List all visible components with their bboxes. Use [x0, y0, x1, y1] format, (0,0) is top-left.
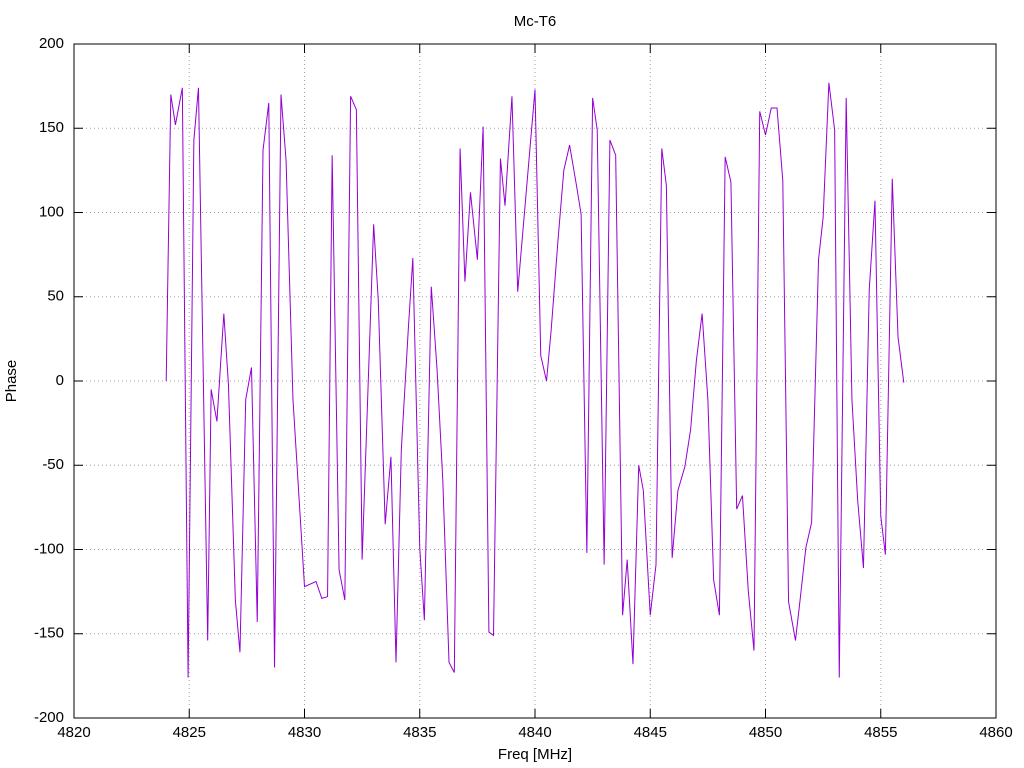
x-tick-label: 4835 [403, 724, 436, 741]
x-tick-label: 4820 [57, 724, 90, 741]
x-tick-label: 4845 [634, 724, 667, 741]
y-tick-label: -200 [34, 709, 64, 726]
y-tick-label: -150 [34, 625, 64, 642]
y-tick-label: 200 [39, 35, 64, 52]
chart-title: Mc-T6 [514, 13, 557, 30]
data-line [165, 82, 905, 678]
x-tick-label: 4860 [979, 724, 1012, 741]
x-tick-label: 4840 [518, 724, 551, 741]
y-tick-label: 50 [47, 288, 64, 305]
y-tick-label: -100 [34, 540, 64, 557]
y-tick-label: 0 [56, 372, 64, 389]
y-tick-label: -50 [42, 456, 64, 473]
y-tick-label: 150 [39, 119, 64, 136]
x-tick-label: 4825 [173, 724, 206, 741]
y-axis-label: Phase [3, 360, 20, 403]
y-tick-label: 100 [39, 203, 64, 220]
x-tick-label: 4855 [864, 724, 897, 741]
plot-frame [73, 43, 997, 719]
x-tick-label: 4830 [288, 724, 321, 741]
x-axis-label: Freq [MHz] [498, 746, 572, 763]
x-tick-label: 4850 [749, 724, 782, 741]
